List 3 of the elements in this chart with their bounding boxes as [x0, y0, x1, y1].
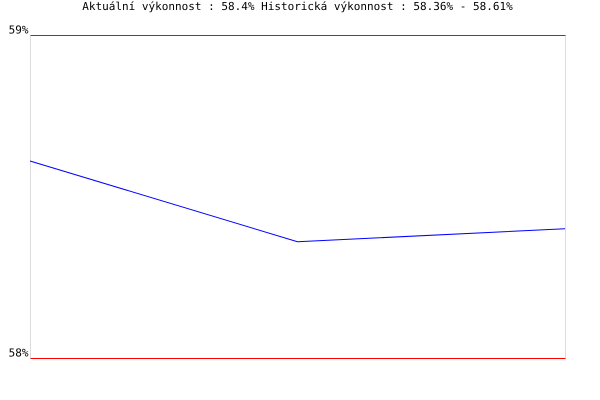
- y-tick-label: 59%: [8, 24, 29, 36]
- y-tick-label: 58%: [8, 346, 29, 360]
- chart-title: Aktuální výkonnost : 58.4% Historická výkonnost : 58.36% - 58.61%: [82, 0, 514, 13]
